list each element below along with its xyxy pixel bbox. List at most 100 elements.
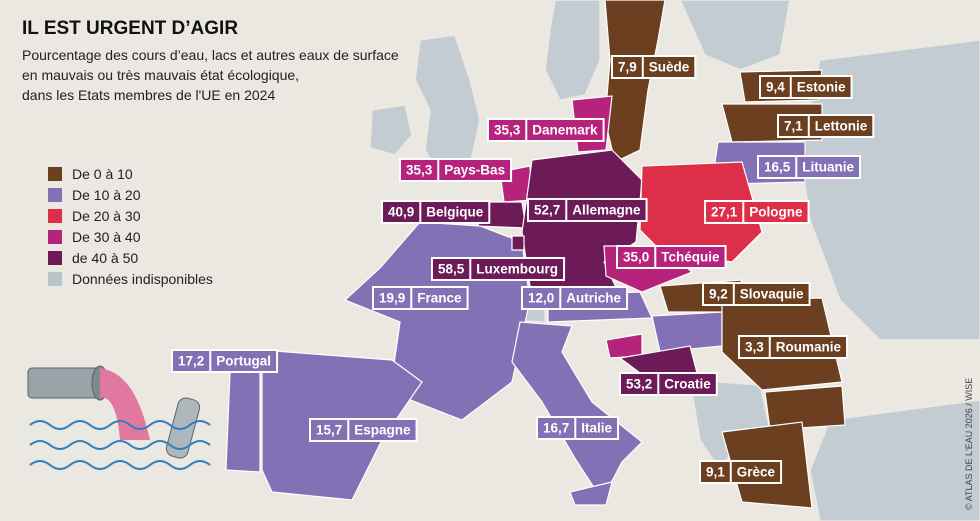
country-name: Slovaquie — [740, 287, 804, 302]
country-shape — [639, 161, 763, 263]
value-label: 12,0 — [528, 291, 554, 306]
legend-label: de 40 à 50 — [72, 250, 138, 266]
country-name: Autriche — [566, 291, 621, 306]
legend-swatch — [48, 272, 62, 286]
legend-swatch — [48, 230, 62, 244]
label-box — [372, 286, 469, 310]
country-label: 15,7 Espagne — [309, 418, 418, 442]
country-name: Portugal — [216, 354, 271, 369]
label-box — [757, 155, 862, 179]
country-shape — [604, 0, 666, 163]
country-name: Belgique — [426, 205, 483, 220]
country-label: 3,3 Roumanie — [738, 335, 849, 359]
value-label: 35,3 — [406, 163, 433, 178]
country-name: Danemark — [532, 123, 598, 138]
country-name: Grèce — [737, 465, 776, 480]
country-label: 40,9 Belgique — [381, 200, 491, 224]
country-name: Suède — [649, 60, 690, 75]
pipe-illustration — [27, 365, 211, 470]
label-box — [616, 245, 727, 269]
country-label: 35,0 Tchéquie — [616, 245, 727, 269]
label-box — [431, 257, 566, 281]
country-label: 16,5 Lituanie — [757, 155, 862, 179]
country-label: 9,2 Slovaquie — [702, 282, 811, 306]
legend-swatch — [48, 188, 62, 202]
value-label: 17,2 — [178, 354, 204, 369]
country-label: 53,2 Croatie — [619, 372, 718, 396]
country-name: Estonie — [797, 80, 846, 95]
title: IL EST URGENT D’AGIR — [22, 18, 238, 39]
country-label: 16,7 Italie — [536, 416, 620, 440]
label-box — [619, 372, 718, 396]
value-label: 16,5 — [764, 160, 791, 175]
legend-label: De 10 à 20 — [72, 187, 141, 203]
country-label: 12,0 Autriche — [521, 286, 629, 310]
country-label: 35,3 Danemark — [487, 118, 605, 142]
country-name: France — [417, 291, 462, 306]
value-label: 3,3 — [745, 340, 764, 355]
country-name: Pays-Bas — [444, 163, 505, 178]
legend-swatch — [48, 167, 62, 181]
label-box — [536, 416, 620, 440]
country-label: 27,1 Pologne — [704, 200, 810, 224]
value-label: 15,7 — [316, 423, 342, 438]
label-box — [521, 286, 629, 310]
value-label: 40,9 — [388, 205, 414, 220]
label-box — [759, 75, 853, 99]
value-label: 7,1 — [784, 119, 803, 134]
country-shape — [764, 385, 846, 431]
country-name: Luxembourg — [476, 262, 558, 277]
value-label: 27,1 — [711, 205, 738, 220]
legend-label: Données indisponibles — [72, 271, 213, 287]
label-box — [702, 282, 811, 306]
country-label: 52,7 Allemagne — [527, 198, 648, 222]
label-box — [527, 198, 648, 222]
label-box — [399, 158, 513, 182]
label-box — [309, 418, 418, 442]
subtitle-line: dans les Etats membres de l'UE en 2024 — [22, 87, 275, 103]
label-box — [171, 349, 279, 373]
country-shape — [569, 481, 613, 506]
label-box — [777, 114, 875, 138]
country-name: Espagne — [354, 423, 411, 438]
country-shape — [225, 371, 261, 473]
country-name: Pologne — [749, 205, 803, 220]
country-label: 19,9 France — [372, 286, 469, 310]
value-label: 9,2 — [709, 287, 728, 302]
country-name: Italie — [581, 421, 612, 436]
country-name: Croatie — [664, 377, 711, 392]
value-label: 52,7 — [534, 203, 560, 218]
country-shape — [511, 321, 643, 502]
country-name: Lituanie — [802, 160, 854, 175]
label-box — [381, 200, 491, 224]
legend-swatch — [48, 251, 62, 265]
label-box — [487, 118, 605, 142]
country-label: 9,1 Grèce — [699, 460, 783, 484]
legend: De 0 à 10 De 10 à 20 De 20 à 30 De 30 à 40 d… — [48, 166, 213, 287]
subtitle-line: en mauvais ou très mauvais état écologiq… — [22, 67, 299, 83]
value-label: 9,1 — [706, 465, 725, 480]
value-label: 19,9 — [379, 291, 405, 306]
legend-label: De 20 à 30 — [72, 208, 141, 224]
country-name: Roumanie — [776, 340, 842, 355]
subtitle-line: Pourcentage des cours d’eau, lacs et aut… — [22, 47, 399, 63]
country-name: Allemagne — [572, 203, 641, 218]
value-label: 35,3 — [494, 123, 521, 138]
country-label: 35,3 Pays-Bas — [399, 158, 513, 182]
label-box — [611, 55, 697, 79]
country-label: 7,9 Suède — [611, 55, 697, 79]
country-label: 58,5 Luxembourg — [431, 257, 566, 281]
country-name: Tchéquie — [661, 250, 720, 265]
value-label: 16,7 — [543, 421, 569, 436]
country-label: 9,4 Estonie — [759, 75, 853, 99]
legend-label: De 30 à 40 — [72, 229, 141, 245]
label-box — [738, 335, 849, 359]
country-name: Lettonie — [815, 119, 868, 134]
value-label: 35,0 — [623, 250, 649, 265]
value-label: 58,5 — [438, 262, 465, 277]
label-box — [699, 460, 783, 484]
country-shape — [511, 235, 525, 251]
credit: © ATLAS DE L'EAU 2026 / WISE — [964, 378, 974, 510]
value-label: 53,2 — [626, 377, 652, 392]
